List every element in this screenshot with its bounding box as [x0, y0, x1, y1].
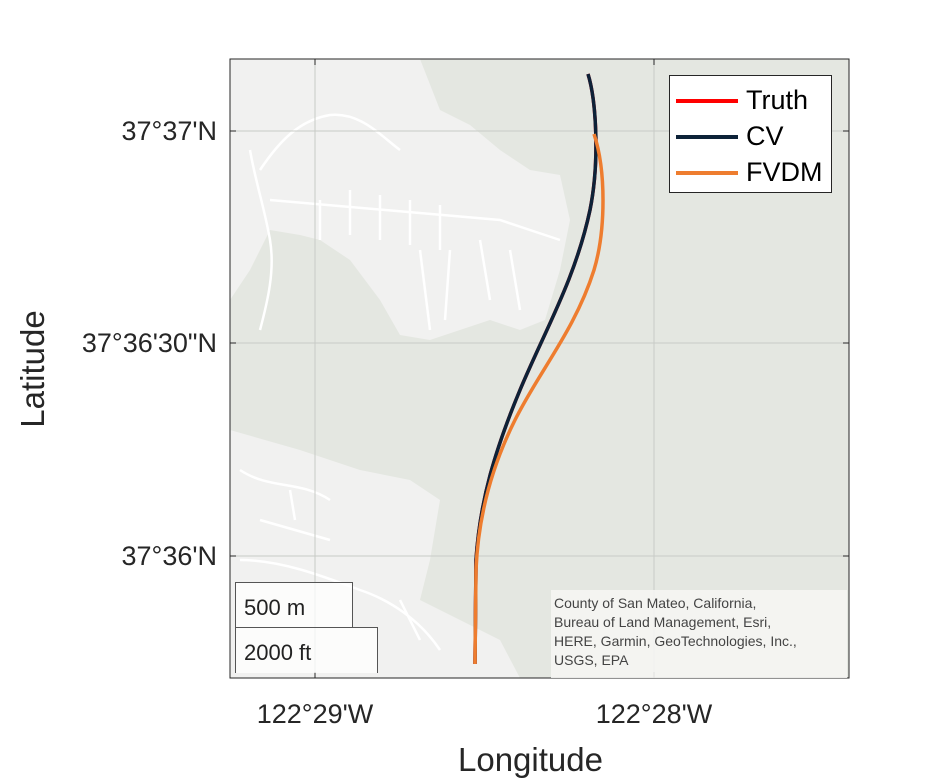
scale-bar-metric: 500 m: [235, 582, 353, 627]
x-axis-title: Longitude: [458, 741, 603, 778]
axes-frame: [229, 58, 850, 679]
graticule: [230, 59, 849, 678]
lat-tick-label: 37°36'30"N: [81, 328, 217, 358]
attribution-line: Bureau of Land Management, Esri,: [554, 614, 772, 630]
y-axis-title: Latitude: [14, 310, 51, 428]
legend-label: CV: [746, 121, 784, 151]
lat-tick-label: 37°37'N: [121, 116, 217, 146]
legend-label: Truth: [746, 85, 809, 115]
lon-tick-label: 122°28'W: [595, 699, 713, 729]
legend-swatch: [676, 171, 738, 175]
axis-ticks: [230, 59, 849, 678]
legend: Truth CV FVDM: [669, 75, 832, 193]
attribution-line: County of San Mateo, California,: [554, 595, 757, 611]
attribution-line: HERE, Garmin, GeoTechnologies, Inc.,: [554, 633, 797, 649]
legend-swatch: [676, 135, 738, 139]
legend-swatch: [676, 99, 738, 103]
legend-entry-cv: CV: [676, 118, 826, 152]
fvdm-track: [473, 133, 605, 665]
legend-entry-fvdm: FVDM: [676, 154, 826, 188]
street-network: [239, 113, 561, 651]
scale-bar-metric-label: 500 m: [244, 595, 306, 620]
lon-tick-label: 122°29'W: [256, 699, 374, 729]
attribution-line: USGS, EPA: [554, 652, 629, 668]
scale-bar-imperial-label: 2000 ft: [244, 640, 312, 665]
lat-tick-label: 37°36'N: [121, 541, 217, 571]
scale-bar-imperial: 2000 ft: [235, 627, 378, 673]
legend-label: FVDM: [746, 157, 823, 187]
legend-entry-truth: Truth: [676, 82, 826, 116]
map-attribution: County of San Mateo, California, Bureau …: [551, 590, 847, 678]
